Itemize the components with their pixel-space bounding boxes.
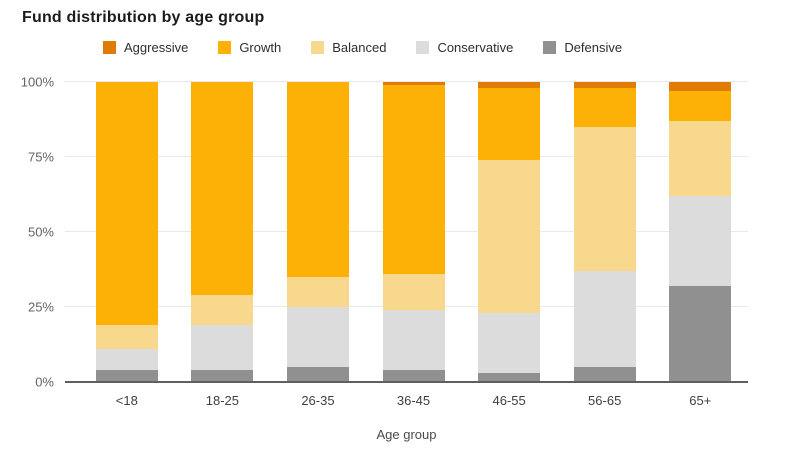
x-tick-label: 36-45 [396, 393, 431, 408]
legend-swatch-growth [218, 41, 232, 54]
bar-segment-conservative-26-35[interactable] [286, 307, 349, 367]
bar-segment-balanced-26-35[interactable] [286, 277, 349, 307]
bar-segment-growth-18-25[interactable] [191, 82, 254, 295]
x-tick-label: 18-25 [205, 393, 239, 408]
legend-label-growth: Growth [239, 40, 282, 55]
stacked-bar-26-35 [286, 82, 349, 382]
bar-segment-growth-26-35[interactable] [286, 82, 349, 277]
bar-segment-aggressive-65+[interactable] [669, 82, 732, 91]
bar-segment-conservative-<18[interactable] [95, 349, 158, 370]
bar-segment-defensive-46-55[interactable] [478, 373, 541, 382]
bar-group-65+: 65+ [652, 82, 748, 408]
bar-group-26-35: 26-35 [270, 82, 366, 408]
bar-segment-balanced-36-45[interactable] [382, 274, 445, 310]
legend: Aggressive Growth Balanced Conservative Defe… [103, 40, 800, 55]
legend-label-balanced: Balanced [332, 40, 387, 55]
bar-segment-aggressive-46-55[interactable] [478, 82, 541, 88]
bar-segment-defensive-18-25[interactable] [191, 370, 254, 382]
bar-segment-growth-46-55[interactable] [478, 88, 541, 160]
bar-segment-conservative-18-25[interactable] [191, 325, 254, 370]
plot-area: <18 18-25 26-35 36-45 46-55 56-65 65+ Age grou… [21, 75, 748, 442]
bar-segment-conservative-56-65[interactable] [573, 271, 636, 367]
bar-segment-aggressive-36-45[interactable] [382, 82, 445, 85]
legend-swatch-aggressive [103, 41, 116, 54]
bar-segment-defensive-<18[interactable] [95, 370, 158, 382]
chart-container: Fund distribution by age group Aggressiv… [0, 9, 800, 442]
bars-area: <18 18-25 26-35 36-45 46-55 56-65 65+ [79, 82, 748, 408]
bar-segment-defensive-36-45[interactable] [382, 370, 445, 382]
legend-item-aggressive[interactable]: Aggressive [103, 40, 188, 55]
y-tick-label: 75% [27, 149, 54, 165]
x-tick-label: 56-65 [588, 393, 622, 408]
bar-group-18-25: 18-25 [175, 82, 271, 408]
bar-segment-growth-65+[interactable] [669, 91, 732, 121]
stacked-bar-36-45 [382, 82, 445, 382]
legend-swatch-balanced [311, 41, 325, 54]
stacked-bar-18-25 [191, 82, 254, 382]
bar-segment-balanced-18-25[interactable] [191, 295, 254, 325]
bar-segment-balanced-65+[interactable] [669, 121, 732, 196]
y-tick-label: 50% [27, 224, 54, 240]
bar-group-46-55: 46-55 [461, 82, 557, 408]
bar-segment-aggressive-56-65[interactable] [573, 82, 636, 88]
bar-segment-growth-56-65[interactable] [573, 88, 636, 127]
bar-group-56-65: 56-65 [557, 82, 653, 408]
bar-segment-balanced-56-65[interactable] [573, 127, 636, 271]
bar-segment-growth-<18[interactable] [95, 82, 158, 325]
bar-segment-balanced-46-55[interactable] [478, 160, 541, 313]
legend-item-defensive[interactable]: Defensive [543, 40, 622, 55]
bar-segment-conservative-65+[interactable] [669, 196, 732, 286]
x-tick-label: <18 [115, 393, 138, 408]
legend-swatch-conservative [416, 41, 430, 54]
x-tick-label: 26-35 [301, 393, 335, 408]
stacked-bar-46-55 [478, 82, 541, 382]
bar-segment-conservative-36-45[interactable] [382, 310, 445, 370]
y-tick-label: 25% [27, 299, 54, 315]
stacked-bar-56-65 [573, 82, 636, 382]
legend-swatch-defensive [543, 41, 557, 54]
legend-item-growth[interactable]: Growth [218, 40, 281, 55]
y-gridline [65, 81, 748, 82]
x-tick-label: 65+ [689, 393, 712, 408]
x-tick-label: 46-55 [492, 393, 526, 408]
bar-group-<18: <18 [79, 82, 175, 408]
legend-label-aggressive: Aggressive [124, 40, 189, 55]
bar-segment-defensive-26-35[interactable] [286, 367, 349, 382]
chart-title: Fund distribution by age group [22, 9, 265, 26]
legend-item-balanced[interactable]: Balanced [311, 40, 386, 55]
legend-label-conservative: Conservative [437, 40, 514, 55]
bar-segment-defensive-65+[interactable] [669, 286, 732, 382]
y-tick-label: 0% [35, 374, 54, 390]
legend-label-defensive: Defensive [564, 40, 623, 55]
stacked-bar-<18 [95, 82, 158, 382]
bar-segment-growth-36-45[interactable] [382, 85, 445, 274]
bar-segment-balanced-<18[interactable] [95, 325, 158, 349]
x-axis-title: Age group [376, 427, 437, 442]
bar-segment-defensive-56-65[interactable] [573, 367, 636, 382]
bar-group-36-45: 36-45 [366, 82, 462, 408]
y-tick-label: 100% [20, 74, 54, 90]
x-axis-line [65, 381, 748, 383]
bar-segment-conservative-46-55[interactable] [478, 313, 541, 373]
stacked-bar-65+ [669, 82, 732, 382]
legend-item-conservative[interactable]: Conservative [416, 40, 513, 55]
